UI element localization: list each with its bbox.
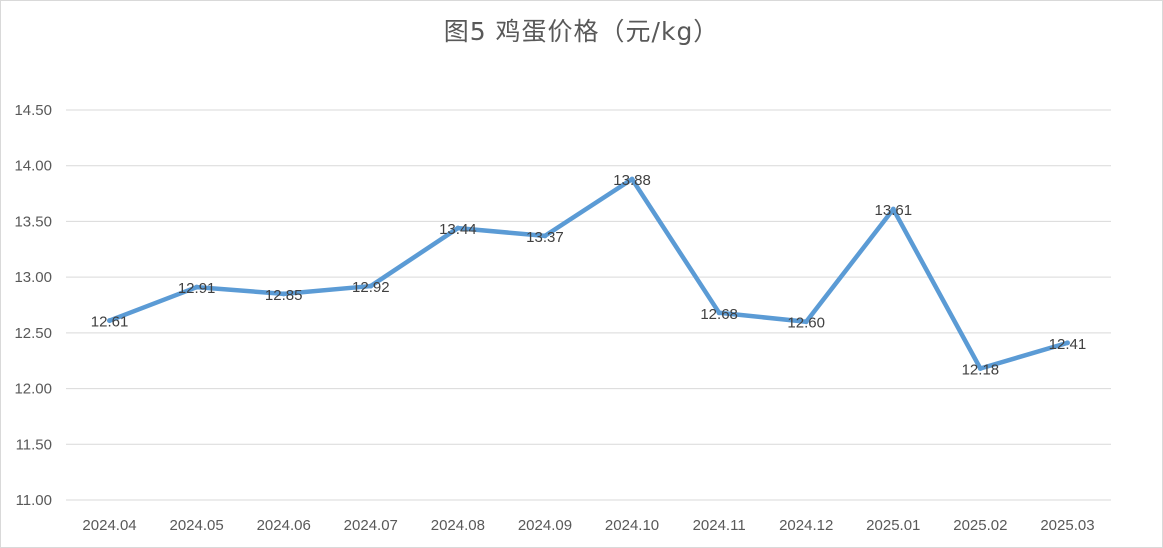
x-tick-label: 2024.04 [82,517,136,534]
y-axis: 11.00 11.50 12.00 12.50 13.00 13.50 14.00 14.50 [14,102,52,509]
data-label: 12.85 [265,287,303,304]
data-point [281,291,287,297]
data-label: 12.92 [352,279,390,296]
x-tick-label: 2024.10 [605,517,659,534]
x-tick-label: 2024.07 [344,517,398,534]
x-tick-label: 2024.08 [431,517,485,534]
x-tick-label: 2024.11 [693,517,746,534]
data-point [542,233,548,239]
gridlines [66,109,1111,501]
y-tick-label: 12.50 [14,325,52,342]
y-tick-label: 12.00 [14,381,52,398]
data-label: 13.61 [875,202,913,219]
x-tick-label: 2024.06 [257,517,311,534]
data-label: 13.37 [526,229,564,246]
y-tick-label: 11.50 [16,436,52,453]
data-label: 12.18 [962,362,1000,379]
data-label: 12.61 [91,314,129,331]
x-tick-label: 2024.09 [518,517,572,534]
data-label: 12.41 [1049,336,1087,353]
data-label: 12.68 [700,306,738,323]
x-tick-label: 2024.12 [779,517,833,534]
data-point [803,319,809,325]
x-tick-label: 2025.03 [1040,517,1094,534]
x-tick-label: 2025.02 [953,517,1007,534]
data-label: 13.88 [613,172,651,189]
series-line [107,176,1070,371]
y-tick-label: 13.00 [14,269,52,286]
data-point [890,206,896,212]
data-point [977,366,983,372]
data-label: 12.60 [787,315,825,332]
data-point [455,225,461,231]
x-axis: 2024.04 2024.05 2024.06 2024.07 2024.08 2024.… [82,517,1094,534]
data-label: 12.91 [178,280,216,297]
data-labels: 12.61 12.91 12.85 12.92 13.44 13.37 13.88 12.68… [91,172,1086,378]
data-point [629,176,635,182]
x-tick-label: 2024.05 [170,517,224,534]
y-tick-label: 14.50 [14,102,52,119]
data-point [107,318,113,324]
data-label: 13.44 [439,221,477,238]
data-point [1064,340,1070,346]
chart-title: 图5 鸡蛋价格（元/kg） [443,17,720,46]
y-tick-label: 11.00 [16,492,52,509]
series-egg-price [107,176,1070,372]
y-tick-label: 13.50 [14,213,52,230]
y-tick-label: 14.00 [14,158,52,175]
data-point [194,284,200,290]
data-point [716,310,722,316]
x-tick-label: 2025.01 [866,517,920,534]
data-point [368,283,374,289]
